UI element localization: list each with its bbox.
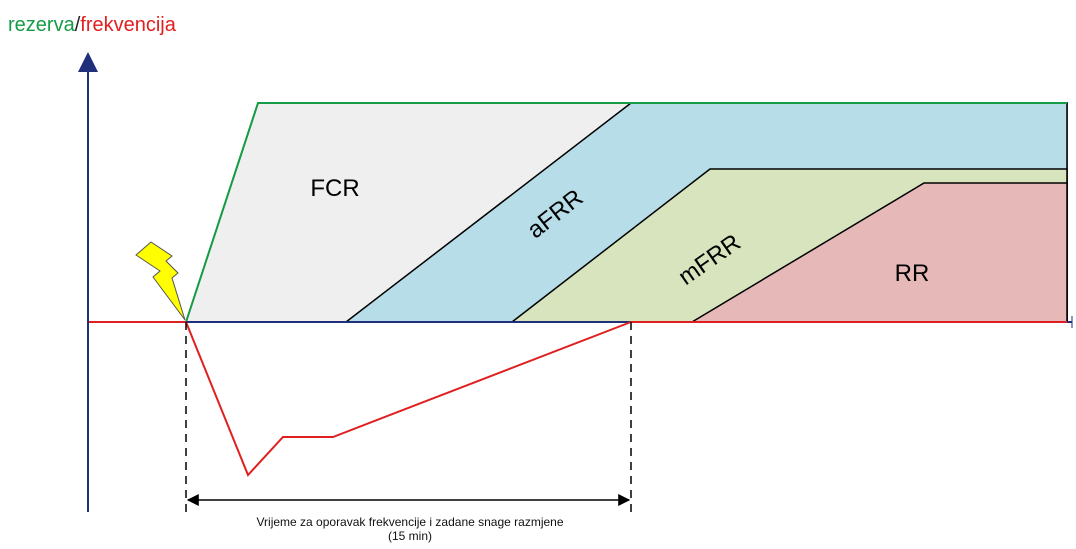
title-separator: /	[74, 14, 81, 36]
fcr-label: FCR	[310, 175, 359, 202]
lightning-bolt-icon	[135, 241, 186, 321]
reserve-curve	[185, 102, 1067, 323]
reserve-title: rezerva	[8, 14, 75, 36]
rr-label: RR	[895, 260, 930, 287]
frequency-title: frekvencija	[80, 14, 176, 36]
frequency-curve	[185, 321, 632, 477]
caption-line-1: Vrijeme za oporavak frekvencije i zadane…	[256, 515, 564, 529]
duration-caption: Vrijeme za oporavak frekvencije i zadane…	[180, 515, 640, 543]
caption-line-2: (15 min)	[387, 529, 432, 543]
axis-title: rezerva/frekvencija	[8, 14, 176, 37]
